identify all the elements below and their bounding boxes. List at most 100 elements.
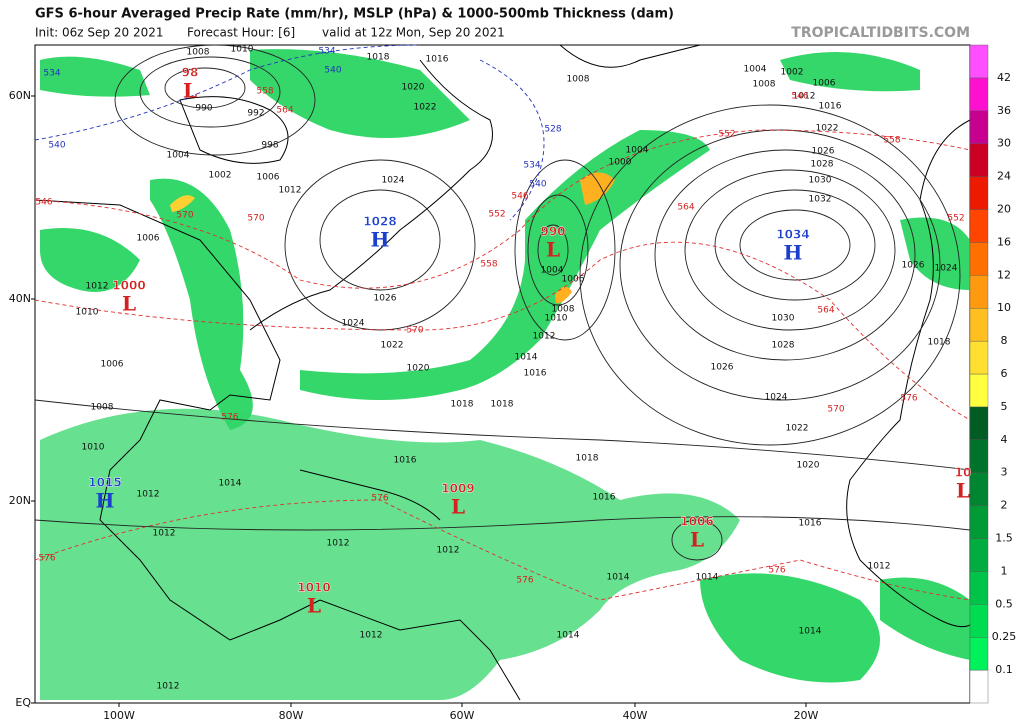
center-letter: L: [183, 79, 197, 103]
isobar-label: 1016: [524, 369, 547, 379]
thickness-label: 558: [883, 136, 900, 146]
colorbar-label: 1: [1001, 564, 1008, 577]
thickness-label-blue: 540: [324, 66, 341, 76]
center-letter: H: [784, 241, 803, 265]
isobar-label: 1028: [811, 160, 834, 170]
center-pressure: 1015: [88, 476, 121, 490]
isobar-label: 1016: [394, 456, 417, 466]
thickness-label-blue: 534: [523, 161, 540, 171]
isobar-label: 1020: [407, 364, 430, 374]
coastlines: [34, 44, 971, 701]
colorbar-label: 8: [1001, 334, 1008, 347]
thickness-label-blue: 528: [544, 125, 561, 135]
colorbar-label: 0.25: [992, 630, 1017, 643]
isobar-label: 1006: [562, 275, 585, 285]
title: GFS 6-hour Averaged Precip Rate (mm/hr),…: [35, 7, 674, 22]
isobar-label: 1028: [772, 341, 795, 351]
isobar-label: 1032: [809, 195, 832, 205]
lon-label: 80W: [279, 709, 304, 722]
isobar-label: 1024: [382, 176, 405, 186]
isobar-label: 1008: [567, 75, 590, 85]
isobar-label: 1014: [557, 631, 580, 641]
thickness-label-blue: 534: [318, 47, 335, 57]
center-pressure: 1010: [297, 581, 330, 595]
isobar-label: 1004: [626, 146, 649, 156]
colorbar-label: 24: [997, 170, 1011, 183]
isobar-label: 1014: [219, 479, 242, 489]
center-letter: L: [690, 528, 704, 552]
colorbar-label: 1.5: [995, 532, 1013, 545]
colorbar-band: [969, 669, 989, 704]
colorbar-band: [969, 604, 989, 638]
isobar-label: 1006: [137, 234, 160, 244]
center-letter: L: [956, 479, 970, 503]
isobar-label: 1012: [137, 490, 160, 500]
lat-label: EQ: [15, 696, 31, 709]
credit: TROPICALTIDBITS.COM: [791, 25, 970, 41]
isobar-label: 1002: [209, 171, 232, 181]
isobar-label: 1012: [86, 282, 109, 292]
isobar-label: 1018: [491, 400, 514, 410]
colorbar-band: [969, 143, 989, 177]
isobar-label: 1030: [772, 314, 795, 324]
isobar-label: 1022: [786, 424, 809, 434]
isobar-label: 1010: [231, 45, 254, 55]
isobar-label: 1012: [279, 186, 302, 196]
center-pressure: 10: [955, 466, 972, 480]
isobar-label: 1026: [812, 147, 835, 157]
valid-time: valid at 12z Mon, Sep 20 2021: [322, 26, 505, 40]
thickness-label: 576: [221, 413, 238, 423]
isobar-label: 1006: [813, 79, 836, 89]
colorbar-band: [969, 472, 989, 506]
thickness-label: 558: [256, 87, 273, 97]
isobar-label: 990: [195, 104, 212, 114]
thickness-label: 552: [947, 214, 964, 224]
colorbar-label: 20: [997, 203, 1011, 216]
isobar-label: 1012: [157, 682, 180, 692]
center-pressure: 1034: [776, 228, 809, 242]
isobar-label: 1012: [868, 562, 891, 572]
thickness-label: 564: [817, 306, 834, 316]
colorbar-band: [969, 637, 989, 671]
colorbar-label: 36: [997, 104, 1011, 117]
isobar-label: 1008: [91, 403, 114, 413]
isobar-label: 1020: [797, 461, 820, 471]
center-pressure: 1000: [112, 279, 145, 293]
thickness-label: 570: [827, 405, 844, 415]
center-letter: H: [96, 489, 115, 513]
thickness-lines-blue: [34, 44, 545, 221]
thickness-label-blue: 534: [43, 69, 60, 79]
center-pressure: 990: [540, 225, 565, 239]
lon-label: 40W: [623, 709, 648, 722]
isobar-label: 1024: [765, 393, 788, 403]
lon-label: 60W: [450, 709, 475, 722]
center-pressure: 1028: [363, 215, 396, 229]
isobar-label: 1012: [533, 332, 556, 342]
thickness-label: 564: [276, 106, 293, 116]
thickness-label: 576: [768, 566, 785, 576]
thickness-label: 546: [791, 92, 808, 102]
colorbar-label: 4: [1001, 433, 1008, 446]
colorbar: 0.1 0.25 0.5 1 1.5 2 3 4 5 6 8 10 12 16 20 24 30 36 42: [969, 44, 1017, 704]
isobar-label: 1018: [451, 400, 474, 410]
isobar-label: 1012: [793, 92, 816, 102]
thickness-label: 558: [480, 260, 497, 270]
center-letter: H: [371, 228, 390, 252]
isobar-label: 1004: [167, 151, 190, 161]
colorbar-band: [969, 44, 989, 79]
isobar-label: 1018: [928, 338, 951, 348]
isobar-label: 1008: [187, 48, 210, 58]
colorbar-band: [969, 439, 989, 473]
colorbar-band: [969, 505, 989, 539]
lat-label: 20N: [9, 494, 31, 507]
isobar-label: 1018: [576, 454, 599, 464]
isobar-label: 1006: [257, 173, 280, 183]
isobar-label: 1018: [367, 53, 390, 63]
isobar-label: 1022: [816, 124, 839, 134]
isobar-label: 1016: [819, 102, 842, 112]
isobar-label: 1030: [809, 176, 832, 186]
isobar-label: 1012: [437, 546, 460, 556]
isobar-label: 1006: [101, 360, 124, 370]
colorbar-label: 3: [1001, 466, 1008, 479]
